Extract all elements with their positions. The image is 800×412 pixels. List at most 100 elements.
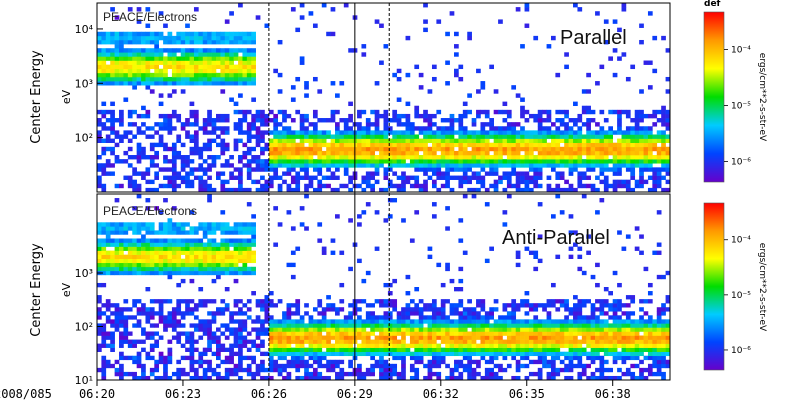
heatmap-cell bbox=[568, 187, 574, 193]
heatmap-cell bbox=[149, 315, 155, 320]
heatmap-cell bbox=[476, 155, 481, 160]
heatmap-cell bbox=[268, 351, 274, 357]
heatmap-cell bbox=[480, 155, 486, 160]
heatmap-cell bbox=[396, 134, 402, 139]
heatmap-cell bbox=[207, 242, 212, 247]
heatmap-cell bbox=[216, 311, 221, 316]
heatmap-cell bbox=[387, 179, 393, 185]
heatmap-cell bbox=[524, 7, 530, 12]
heatmap-cell bbox=[498, 19, 503, 24]
heatmap-cell bbox=[577, 113, 583, 119]
heatmap-cell bbox=[299, 339, 305, 344]
heatmap-cell bbox=[498, 150, 503, 156]
heatmap-cell bbox=[127, 81, 133, 86]
heatmap-cell bbox=[123, 76, 129, 82]
heatmap-cell bbox=[97, 250, 102, 255]
heatmap-cell bbox=[321, 355, 327, 361]
heatmap-cell bbox=[216, 126, 221, 131]
heatmap-cell bbox=[171, 72, 177, 78]
heatmap-cell bbox=[255, 367, 261, 373]
heatmap-cell bbox=[528, 319, 534, 324]
heatmap-cell bbox=[639, 163, 644, 168]
heatmap-cell bbox=[268, 142, 274, 148]
heatmap-cell bbox=[647, 323, 653, 328]
heatmap-cell bbox=[238, 307, 243, 312]
heatmap-cell bbox=[577, 7, 583, 12]
heatmap-cell bbox=[564, 52, 569, 57]
heatmap-cell bbox=[409, 150, 415, 156]
heatmap-cell bbox=[290, 159, 296, 164]
heatmap-cell bbox=[136, 142, 142, 148]
heatmap-cell bbox=[242, 118, 248, 123]
heatmap-cell bbox=[661, 130, 666, 135]
heatmap-cell bbox=[357, 113, 362, 119]
heatmap-cell bbox=[440, 175, 446, 180]
heatmap-cell bbox=[431, 331, 437, 336]
heatmap-cell bbox=[520, 363, 525, 369]
heatmap-cell bbox=[647, 138, 653, 143]
heatmap-cell bbox=[233, 81, 239, 86]
heatmap-cell bbox=[105, 335, 111, 340]
heatmap-cell bbox=[418, 113, 424, 119]
heatmap-cell bbox=[423, 150, 428, 156]
heatmap-cell bbox=[185, 266, 190, 272]
heatmap-cell bbox=[207, 246, 212, 251]
heatmap-cell bbox=[180, 159, 186, 164]
heatmap-cell bbox=[216, 142, 221, 148]
heatmap-cell bbox=[189, 347, 195, 352]
heatmap-cell bbox=[114, 142, 120, 148]
heatmap-cell bbox=[171, 60, 177, 65]
heatmap-cell bbox=[229, 258, 234, 264]
heatmap-cell bbox=[132, 179, 137, 185]
heatmap-cell bbox=[149, 31, 155, 37]
heatmap-cell bbox=[471, 150, 477, 156]
heatmap-cell bbox=[260, 339, 265, 344]
heatmap-cell bbox=[608, 307, 613, 312]
x-axis: 2008/085 06:2006:2306:2606:2906:3206:350… bbox=[0, 380, 631, 401]
heatmap-cell bbox=[656, 242, 662, 247]
heatmap-cell bbox=[436, 155, 442, 160]
heatmap-cell bbox=[251, 327, 256, 332]
heatmap-cell bbox=[220, 56, 226, 61]
heatmap-cell bbox=[524, 351, 530, 357]
heatmap-cell bbox=[189, 60, 195, 65]
heatmap-cell bbox=[639, 339, 644, 344]
heatmap-cell bbox=[454, 311, 459, 316]
heatmap-cell bbox=[246, 339, 252, 344]
heatmap-cell bbox=[498, 347, 503, 352]
heatmap-cell bbox=[392, 323, 398, 328]
heatmap-cell bbox=[233, 72, 239, 78]
heatmap-cell bbox=[643, 335, 649, 340]
heatmap-cell bbox=[273, 303, 279, 308]
heatmap-cell bbox=[630, 299, 636, 304]
heatmap-cell bbox=[119, 363, 124, 369]
heatmap-cell bbox=[436, 159, 442, 164]
heatmap-cell bbox=[603, 183, 609, 189]
heatmap-cell bbox=[242, 130, 248, 135]
heatmap-cell bbox=[458, 179, 464, 185]
heatmap-cell bbox=[647, 85, 653, 90]
heatmap-cell bbox=[330, 134, 336, 139]
heatmap-cell bbox=[639, 375, 644, 381]
heatmap-cell bbox=[304, 359, 309, 365]
heatmap-cell bbox=[537, 155, 543, 160]
heatmap-cell bbox=[264, 327, 270, 332]
heatmap-cell bbox=[370, 175, 375, 180]
heatmap-cell bbox=[484, 335, 490, 340]
heatmap-cell bbox=[436, 171, 442, 176]
heatmap-cell bbox=[286, 323, 292, 328]
heatmap-cell bbox=[396, 343, 402, 348]
heatmap-cell bbox=[643, 327, 649, 332]
heatmap-cell bbox=[370, 109, 375, 115]
heatmap-cell bbox=[110, 7, 115, 12]
heatmap-cell bbox=[577, 319, 583, 324]
heatmap-cell bbox=[528, 163, 534, 168]
heatmap-cell bbox=[511, 339, 517, 344]
heatmap-cell bbox=[149, 155, 155, 160]
heatmap-cell bbox=[625, 343, 631, 348]
heatmap-cell bbox=[445, 331, 450, 336]
heatmap-cell bbox=[520, 299, 525, 304]
heatmap-cell bbox=[617, 126, 622, 131]
heatmap-cell bbox=[242, 355, 248, 361]
heatmap-cell bbox=[401, 307, 406, 312]
